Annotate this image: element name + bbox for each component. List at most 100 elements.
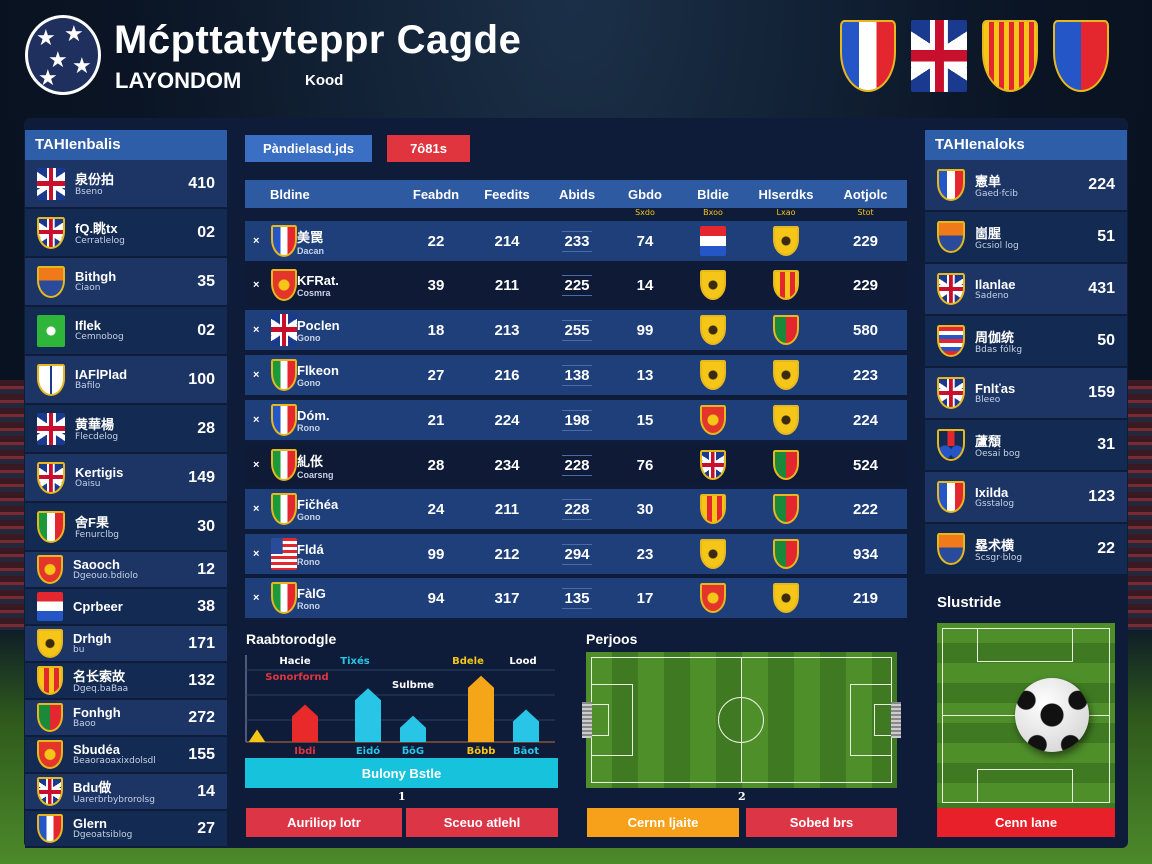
team-crest-icon — [37, 814, 63, 843]
left-sidebar-item[interactable]: Fonhgh Baoo 272 — [25, 700, 227, 737]
header-crests — [840, 20, 1109, 92]
left-sidebar-item[interactable]: Cprbeer 38 — [25, 589, 227, 626]
right-sidebar-item[interactable]: 塁术横 Scsgr·blog 22 — [925, 524, 1127, 576]
cell-last: 229 — [852, 232, 879, 250]
tab-secondary[interactable]: 7ô81s — [387, 135, 470, 162]
table-row[interactable]: × 糺伥 Coarsng 28 234 228 76 524 — [245, 445, 907, 485]
team-crest-icon — [271, 449, 297, 481]
table-row[interactable]: × Fldá Rono 99 212 294 23 934 — [245, 534, 907, 574]
bar-label: Bōbb — [467, 746, 496, 755]
left-sidebar-item[interactable]: Sbudéa Beaoraoaxixdolsdl 155 — [25, 737, 227, 774]
column-subheader — [472, 208, 542, 220]
team-name-block: Poclen Gono — [297, 318, 340, 343]
team-subtitle: Dgeouo.bdiolo — [73, 571, 139, 582]
column-header[interactable]: Feabdn — [412, 186, 460, 202]
table-row[interactable]: × FàlG Rono 94 317 135 17 219 — [245, 578, 907, 618]
team-name: fQ.眺tx — [75, 221, 118, 237]
team-value: 155 — [188, 745, 215, 763]
table-row[interactable]: × 美罠 Dacan 22 214 233 74 229 — [245, 221, 907, 261]
team-name: Ilanlae — [975, 276, 1016, 292]
right-sidebar-item[interactable]: Fnlťas Bleeo 159 — [925, 368, 1127, 420]
table-row[interactable]: × Poclen Gono 18 213 255 99 580 — [245, 310, 907, 350]
left-sidebar-item[interactable]: Iflek Cemnobog 02 — [25, 307, 227, 356]
left-sidebar-item[interactable]: 泉份拍 Bseno 410 — [25, 160, 227, 209]
table-row[interactable]: × Dóm. Rono 21 224 198 15 224 — [245, 400, 907, 440]
left-sidebar-item[interactable]: Glern Dgeoatsiblog 27 — [25, 811, 227, 848]
cell-c3: 255 — [562, 319, 592, 341]
cell-c1: 21 — [427, 411, 445, 429]
team-crest-icon — [37, 461, 65, 494]
cell-c2: 317 — [494, 589, 520, 607]
cell-last: 524 — [852, 456, 879, 474]
stat-bar — [468, 675, 494, 742]
cell-c1: 39 — [427, 276, 445, 294]
team-crest-icon — [937, 377, 965, 409]
crest-b-icon — [773, 360, 799, 390]
pitch-title: Perjoos — [586, 631, 638, 647]
team-value: 431 — [1088, 280, 1115, 297]
stats-button-right[interactable]: Sceuo atlehl — [406, 808, 558, 837]
column-header[interactable]: Bldie — [697, 186, 729, 202]
team-subtitle: Coarsng — [297, 469, 334, 480]
column-header[interactable]: Abids — [558, 186, 596, 202]
left-sidebar-item[interactable]: Bithgh Ciaon 35 — [25, 258, 227, 307]
left-sidebar-item[interactable]: IAFlPlad Bafilo 100 — [25, 356, 227, 405]
team-name-block: Sbudéa Beaoraoaxixdolsdl — [73, 742, 188, 767]
bar-label: Eidó — [356, 745, 380, 755]
team-name-block: 美罠 Dacan — [297, 227, 324, 256]
left-sidebar-item[interactable]: 黄華楊 Flecdelog 28 — [25, 405, 227, 454]
right-sidebar-item[interactable]: 周伽统 Bdas fólkg 50 — [925, 316, 1127, 368]
team-crest-icon — [271, 493, 297, 525]
team-name: Iflek — [75, 318, 102, 334]
cell-c2: 211 — [494, 276, 520, 294]
right-sidebar-item[interactable]: Ilanlae Sadeno 431 — [925, 264, 1127, 316]
stat-bar — [249, 729, 265, 742]
team-name-block: FàlG Rono — [297, 586, 326, 611]
team-subtitle: Sadeno — [975, 290, 1009, 301]
stats-action-button[interactable]: Bulony Bstle — [245, 758, 558, 788]
chart-top-label: Lood — [509, 656, 536, 667]
team-subtitle: Beaoraoaxixdolsdl — [73, 756, 156, 767]
crest-a-icon — [700, 270, 726, 300]
team-subtitle: Gcsiol log — [975, 240, 1019, 251]
left-sidebar-item[interactable]: 舍F果 Fenurclbg 30 — [25, 503, 227, 552]
team-name-block: Kertigis Oaisu — [75, 465, 188, 490]
column-header[interactable]: Aotjolc — [843, 186, 888, 202]
right-sidebar-item[interactable]: 崮腥 Gcsiol log 51 — [925, 212, 1127, 264]
right-sidebar-item[interactable]: 蘆頽 Oesai bog 31 — [925, 420, 1127, 472]
tab-primary[interactable]: Pàndielasd.jds — [245, 135, 372, 162]
right-sidebar-item[interactable]: Ixilda Gsstalog 123 — [925, 472, 1127, 524]
table-row[interactable]: × Flkeon Gono 27 216 138 13 223 — [245, 355, 907, 395]
left-sidebar-item[interactable]: Bdu做 Uarerbrbybrorolsg 14 — [25, 774, 227, 811]
team-name-block: Ixilda Gsstalog — [975, 485, 1088, 510]
team-value: 171 — [188, 634, 215, 652]
left-sidebar-item[interactable]: Saooch Dgeouo.bdiolo 12 — [25, 552, 227, 589]
team-subtitle: Baoo — [73, 719, 96, 730]
left-sidebar-item[interactable]: Drhgh bu 171 — [25, 626, 227, 663]
column-header[interactable]: Gbdo — [628, 186, 662, 202]
crest-b-icon — [773, 405, 799, 435]
team-crest-icon — [271, 582, 297, 614]
left-sidebar-item[interactable]: fQ.眺tx Cerratlelog 02 — [25, 209, 227, 258]
team-crest-icon — [271, 269, 297, 301]
column-header[interactable]: Feedits — [484, 186, 530, 202]
pitch-view[interactable] — [582, 652, 901, 788]
right-sidebar-item[interactable]: 憲单 Gaed·fcib 224 — [925, 160, 1127, 212]
left-sidebar-item[interactable]: 名长索故 Dgeq.baBaa 132 — [25, 663, 227, 700]
chart-top-label: Sulbme — [392, 680, 434, 691]
row-marker: × — [253, 503, 260, 515]
column-header[interactable]: Hlserdks — [758, 186, 814, 202]
table-row[interactable]: × KFRat. Cosmra 39 211 225 14 229 — [245, 265, 907, 305]
right-action-button[interactable]: Cenn lane — [937, 808, 1115, 837]
cell-c3: 233 — [562, 230, 592, 252]
stats-button-left[interactable]: Auriliop lotr — [246, 808, 402, 837]
team-name-block: Fnlťas Bleeo — [975, 381, 1088, 406]
table-row[interactable]: × Fičhéa Gono 24 211 228 30 222 — [245, 489, 907, 529]
team-name: 崮腥 — [975, 225, 1002, 241]
column-header[interactable]: Bldine — [270, 186, 310, 202]
cell-c2: 234 — [494, 456, 520, 474]
team-name: Drhgh — [73, 631, 112, 647]
pitch-button-left[interactable]: Cernn ljaite — [587, 808, 739, 837]
left-sidebar-item[interactable]: Kertigis Oaisu 149 — [25, 454, 227, 503]
pitch-button-right[interactable]: Sobed brs — [746, 808, 897, 837]
